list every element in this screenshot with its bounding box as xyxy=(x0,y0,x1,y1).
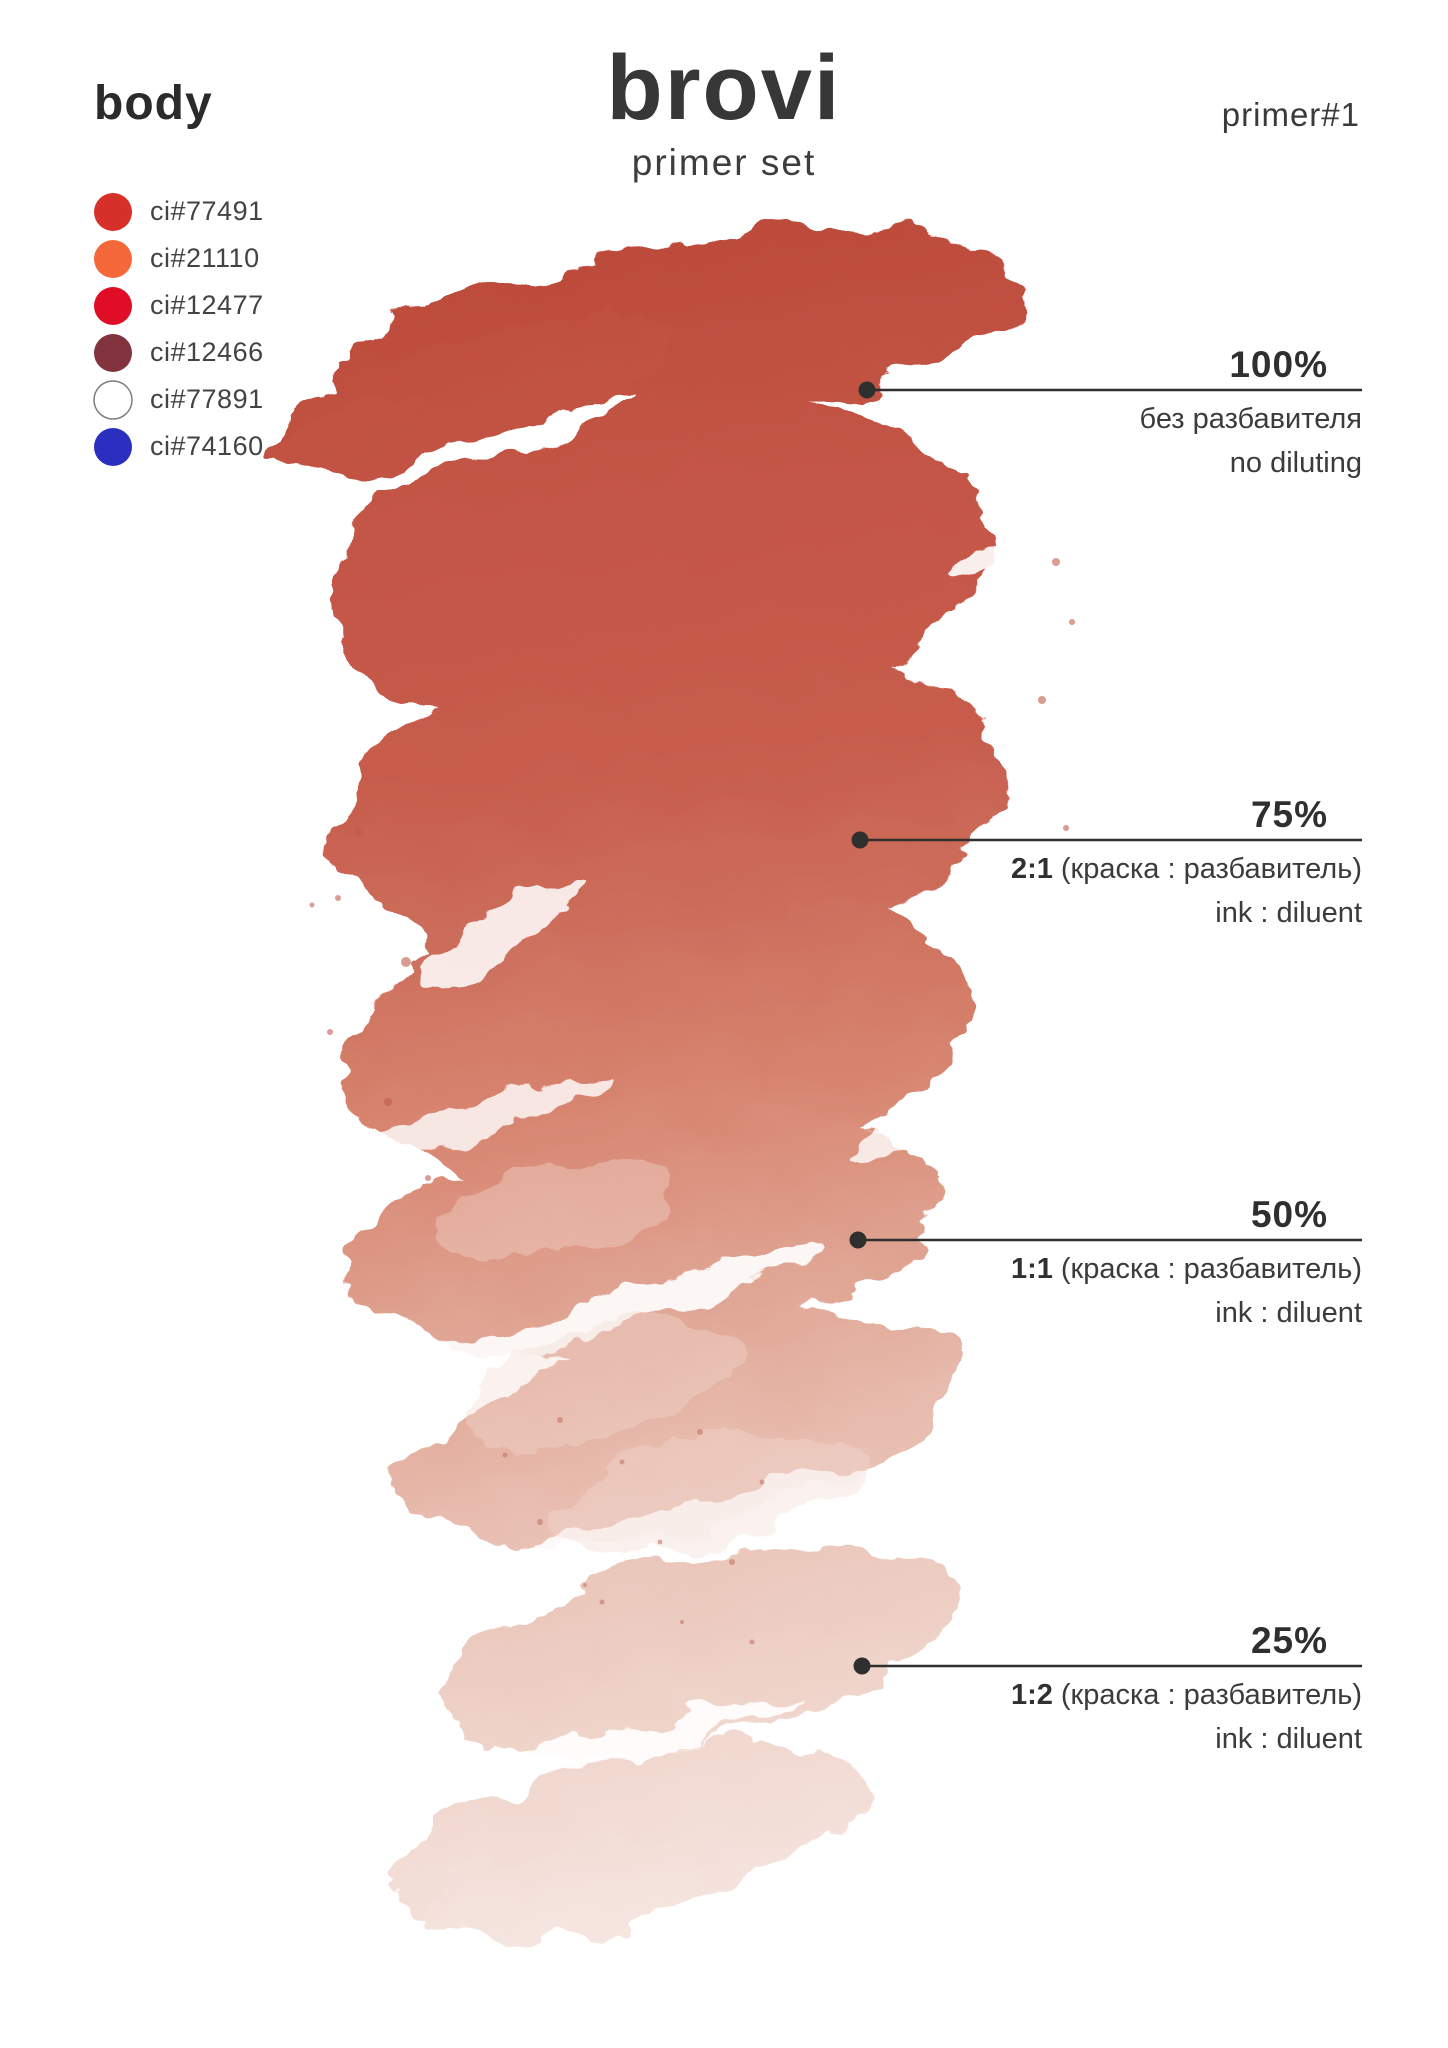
leader-dot-25 xyxy=(853,1657,871,1675)
pigment-color-dot xyxy=(94,192,132,231)
pigment-color-dot xyxy=(94,427,132,466)
percent-label: 100% xyxy=(1229,344,1328,385)
percent-label: 75% xyxy=(1250,794,1328,835)
dilution-callout-50: 50% 1:1 (краска : разбавитель) ink : dilu… xyxy=(762,1194,1362,1330)
dilution-text-ru: без разбавителя xyxy=(1139,403,1362,435)
pigment-code: ci#21110 xyxy=(150,243,260,273)
dilution-note-ru: без разбавителя xyxy=(762,402,1362,436)
percent-label: 50% xyxy=(1250,1194,1328,1235)
legend-item: ci#21110 xyxy=(93,235,264,282)
ratio-label: 2:1 xyxy=(1010,853,1053,885)
legend-item: ci#77891 xyxy=(93,376,264,423)
speckle-dots xyxy=(502,1417,765,1645)
dilution-callout-100: 100% без разбавителя no diluting xyxy=(762,344,1362,480)
legend-item: ci#12466 xyxy=(93,329,264,376)
dilution-note-ru: 2:1 (краска : разбавитель) xyxy=(762,852,1362,886)
pigment-code: ci#77891 xyxy=(150,384,264,414)
dilution-note-en: no diluting xyxy=(1229,447,1362,479)
dilution-note-en: ink : diluent xyxy=(1215,1723,1362,1755)
pigment-color-dot-circle xyxy=(94,427,132,466)
spatter-dots xyxy=(309,558,1075,1181)
dilution-note-en: ink : diluent xyxy=(1215,897,1362,929)
dilution-text-ru: (краска : разбавитель) xyxy=(1060,853,1362,885)
dilution-text-ru: (краска : разбавитель) xyxy=(1060,1253,1362,1285)
pigment-legend: ci#77491 ci#21110 ci#12477 ci#12466 ci#7… xyxy=(93,188,264,470)
dilution-note-en: ink : diluent xyxy=(1215,1297,1362,1329)
pigment-color-dot xyxy=(93,379,133,420)
leader-dot-75 xyxy=(851,831,869,849)
pigment-code: ci#77491 xyxy=(150,196,264,226)
callout-leaders xyxy=(849,381,1362,1675)
dilution-note-ru: 1:2 (краска : разбавитель) xyxy=(762,1678,1362,1712)
leader-dot-50 xyxy=(849,1231,867,1249)
ink-smear-strokes xyxy=(261,226,1040,1944)
brand-title: brovi xyxy=(606,37,842,139)
dilution-callout-75: 75% 2:1 (краска : разбавитель) ink : dilu… xyxy=(762,794,1362,930)
pigment-color-dot-circle xyxy=(93,379,133,420)
pigment-color-dot xyxy=(94,286,132,325)
brand-subtitle: primer set xyxy=(631,142,817,183)
dilution-note-ru: 1:1 (краска : разбавитель) xyxy=(762,1252,1362,1286)
ratio-label: 1:1 xyxy=(1010,1253,1053,1285)
body-part-label: body xyxy=(94,77,213,130)
pigment-color-dot xyxy=(94,333,132,372)
pigment-color-dot-circle xyxy=(94,286,132,325)
pigment-code: ci#74160 xyxy=(150,431,264,461)
pigment-code: ci#12477 xyxy=(150,290,264,320)
pigment-code: ci#12466 xyxy=(150,337,264,367)
pigment-color-dot xyxy=(94,239,132,278)
legend-item: ci#74160 xyxy=(93,423,264,470)
ratio-label: 1:2 xyxy=(1010,1679,1053,1711)
legend-item: ci#12477 xyxy=(93,282,264,329)
leader-dot-100 xyxy=(858,381,876,399)
pigment-color-dot-circle xyxy=(94,192,132,231)
legend-item: ci#77491 xyxy=(93,188,264,235)
dilution-callout-25: 25% 1:2 (краска : разбавитель) ink : dilu… xyxy=(762,1620,1362,1756)
pigment-color-dot-circle xyxy=(94,333,132,372)
brand-block: brovi primer set xyxy=(0,42,1448,184)
mottle-patches xyxy=(441,1161,867,1555)
dilution-text-ru: (краска : разбавитель) xyxy=(1060,1679,1362,1711)
pigment-color-dot-circle xyxy=(94,239,132,278)
page-number-label: primer#1 xyxy=(1221,96,1360,133)
percent-label: 25% xyxy=(1250,1620,1328,1661)
